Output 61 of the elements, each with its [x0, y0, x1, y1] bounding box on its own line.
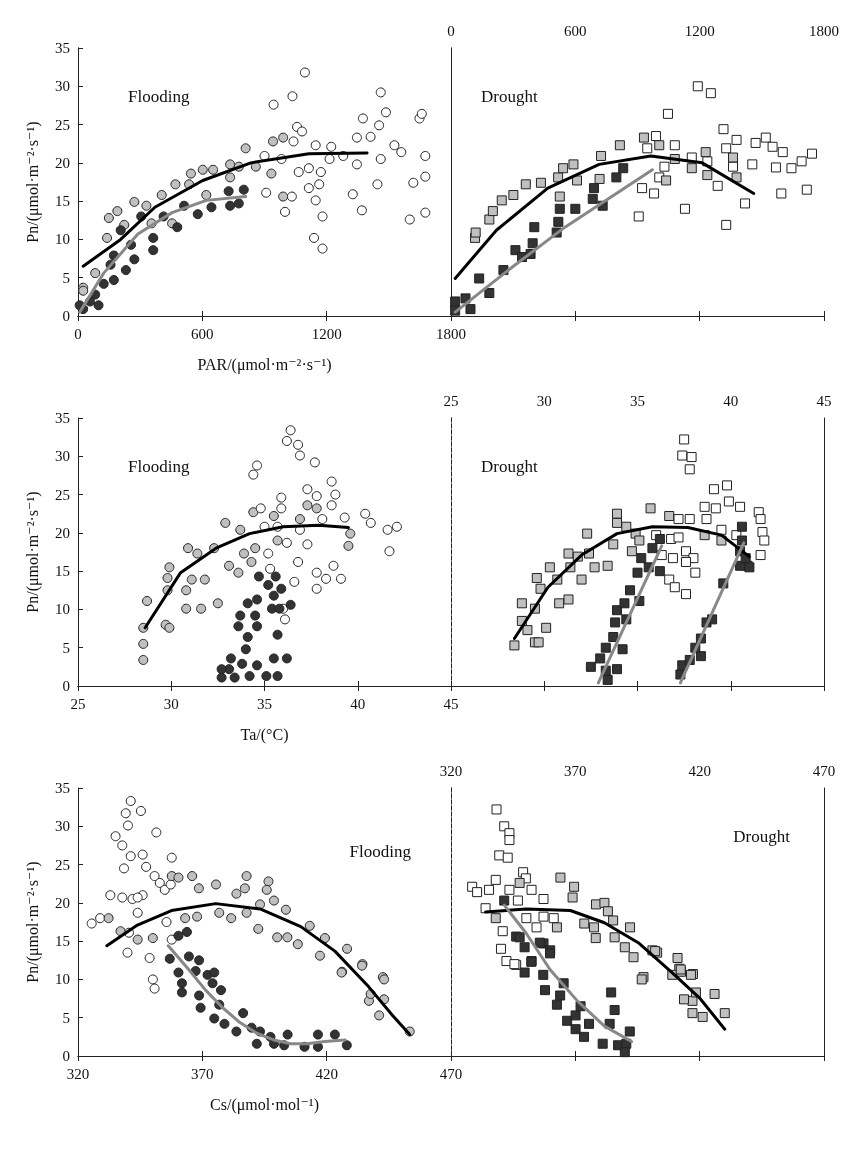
y-axis-title: Pn/(μmol·m⁻²·s⁻¹) [23, 121, 42, 243]
x-tick-label: 1200 [311, 325, 342, 342]
x-tick-label: 0 [74, 325, 82, 342]
x-tick-label: 370 [564, 762, 587, 779]
y-tick-label: 5 [62, 639, 70, 656]
y-tick-label: 0 [62, 308, 70, 324]
y-axis-title: Pn/(μmol·m⁻²·s⁻¹) [23, 491, 42, 613]
y-tick-label: 25 [55, 856, 70, 873]
y-tick-label: 30 [55, 448, 70, 465]
y-tick-label: 10 [55, 971, 70, 988]
x-tick-label: 30 [163, 695, 179, 712]
x-tick-label: 320 [439, 762, 463, 779]
annotation: Flooding [128, 457, 190, 476]
x-tick-label: 370 [191, 1065, 214, 1082]
y-tick-label: 20 [55, 524, 70, 541]
x-tick-label: 35 [257, 695, 272, 712]
y-tick-label: 25 [55, 116, 70, 133]
annotation: Flooding [349, 842, 412, 861]
x-tick-label: 0 [447, 22, 455, 39]
y-tick-label: 0 [62, 1048, 70, 1064]
y-tick-label: 5 [62, 269, 70, 286]
annotation: Drought [481, 87, 538, 106]
x-tick-label: 40 [723, 392, 739, 409]
x-tick-label: 320 [66, 1065, 90, 1082]
annotation: Flooding [128, 87, 190, 106]
x-tick-label: 600 [191, 325, 214, 342]
annotation: Drought [481, 457, 538, 476]
y-tick-label: 15 [55, 563, 70, 580]
x-axis-title: PAR/(μmol·m⁻²·s⁻¹) [197, 355, 332, 374]
x-tick-label: 40 [350, 695, 366, 712]
x-tick-label: 420 [315, 1065, 338, 1082]
x-tick-label: 35 [630, 392, 645, 409]
x-tick-label: 25 [443, 392, 459, 409]
x-tick-label: 470 [812, 762, 836, 779]
y-tick-label: 30 [55, 818, 70, 835]
x-tick-label: 45 [816, 392, 832, 409]
y-tick-label: 5 [62, 1009, 70, 1026]
y-tick-label: 0 [62, 678, 70, 694]
y-tick-label: 15 [55, 933, 70, 950]
x-axis-title: Ta/(°C) [240, 725, 289, 744]
y-tick-label: 20 [55, 894, 70, 911]
y-tick-label: 35 [55, 40, 70, 56]
y-tick-label: 10 [55, 231, 70, 248]
y-tick-label: 20 [55, 154, 70, 171]
y-tick-label: 35 [55, 780, 70, 796]
y-tick-label: 15 [55, 193, 70, 210]
x-tick-label: 600 [564, 22, 587, 39]
annotation: Drought [733, 827, 791, 846]
x-tick-label: 1800 [436, 325, 466, 342]
x-tick-label: 45 [443, 695, 459, 712]
y-tick-label: 25 [55, 486, 70, 503]
y-tick-label: 30 [55, 78, 70, 95]
y-tick-label: 10 [55, 601, 70, 618]
x-tick-label: 420 [688, 762, 711, 779]
x-tick-label: 30 [536, 392, 552, 409]
x-tick-label: 1200 [684, 22, 715, 39]
x-axis-title: Cs/(μmol·mol⁻¹) [210, 1095, 319, 1114]
x-tick-label: 1800 [809, 22, 839, 39]
y-tick-label: 35 [55, 410, 70, 426]
x-tick-label: 470 [439, 1065, 463, 1082]
y-axis-title: Pn/(μmol·m⁻²·s⁻¹) [23, 861, 42, 983]
